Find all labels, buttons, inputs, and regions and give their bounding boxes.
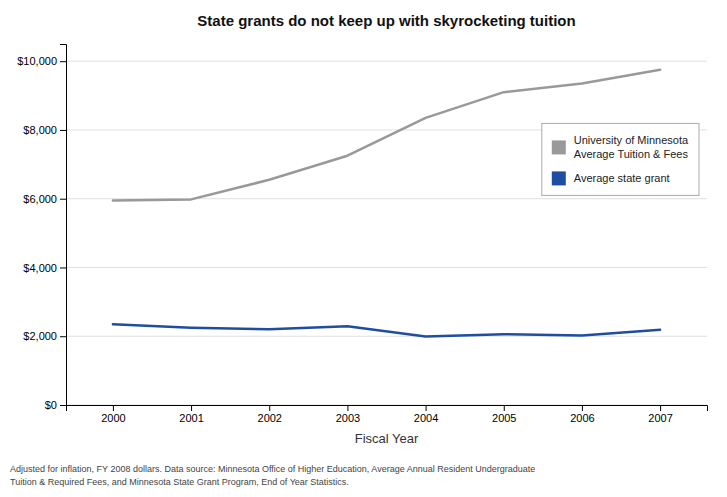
tick-mark xyxy=(269,405,270,411)
legend-label: Average state grant xyxy=(574,172,670,184)
chart: 2000 2001 2002 2003 2004 2005 2006 2007 $0 $2,000… xyxy=(0,0,727,497)
tick-mark xyxy=(60,130,66,131)
tick: 2006 xyxy=(570,405,594,424)
legend-swatch xyxy=(552,171,566,185)
lines xyxy=(113,70,660,337)
grid-line xyxy=(66,336,707,337)
tick-mark xyxy=(60,199,66,200)
legend-box xyxy=(542,123,699,195)
tick: 2007 xyxy=(648,405,672,424)
tick-label: 2004 xyxy=(414,412,438,424)
tick-mark xyxy=(582,405,583,411)
footnote: Tuition & Required Fees, and Minnesota S… xyxy=(10,477,349,487)
tick-label: $8,000 xyxy=(23,124,57,136)
tick-mark xyxy=(60,336,66,337)
tick-label: 2005 xyxy=(492,412,516,424)
tick-label: 2000 xyxy=(101,412,125,424)
tick-label: 2006 xyxy=(570,412,594,424)
grid-line xyxy=(66,267,707,268)
tick-label: 2007 xyxy=(648,412,672,424)
series-line xyxy=(113,324,660,336)
tick: $6,000 xyxy=(23,193,66,205)
legend: University of MinnesotaAverage Tuition &… xyxy=(542,123,699,195)
tick: $0 xyxy=(45,399,66,411)
tick-mark xyxy=(60,61,66,62)
tick-label: 2001 xyxy=(179,412,203,424)
x-axis-title: Fiscal Year xyxy=(355,431,419,446)
tick: 2000 xyxy=(101,405,125,424)
legend-swatch xyxy=(552,140,566,154)
tick-mark xyxy=(426,405,427,411)
x-axis: 2000 2001 2002 2003 2004 2005 2006 2007 xyxy=(67,405,708,424)
tick: $10,000 xyxy=(17,55,66,67)
tick-label: 2003 xyxy=(336,412,360,424)
tick-mark xyxy=(347,405,348,411)
grid-line xyxy=(66,61,707,62)
tick-label: $0 xyxy=(45,399,57,411)
tick: 2005 xyxy=(492,405,516,424)
tick-mark xyxy=(191,405,192,411)
tick-mark xyxy=(504,405,505,411)
tick: $4,000 xyxy=(23,261,66,273)
tick-label: 2002 xyxy=(258,412,282,424)
footnote: Adjusted for inflation, FY 2008 dollars.… xyxy=(10,464,535,474)
tick-label: $10,000 xyxy=(17,55,57,67)
tick-label: $4,000 xyxy=(23,261,57,273)
axis-line xyxy=(67,406,708,412)
tick-mark xyxy=(60,405,66,406)
tick-mark xyxy=(113,405,114,411)
legend-label: University of MinnesotaAverage Tuition &… xyxy=(574,134,689,160)
tick: 2001 xyxy=(179,405,203,424)
tick-mark xyxy=(660,405,661,411)
tick-label: $6,000 xyxy=(23,193,57,205)
plot-area: 2000 2001 2002 2003 2004 2005 2006 2007 $0 $2,000… xyxy=(17,45,707,424)
tick: 2003 xyxy=(336,405,360,424)
tick: 2004 xyxy=(414,405,438,424)
tick-label: $2,000 xyxy=(23,330,57,342)
axis-line xyxy=(60,45,67,406)
grid xyxy=(66,61,707,405)
y-axis: $0 $2,000 $4,000 $6,000 $8,000 $10,000 xyxy=(17,45,66,412)
tick-mark xyxy=(60,267,66,268)
title: State grants do not keep up with skyrock… xyxy=(197,12,575,29)
tick: $8,000 xyxy=(23,124,66,136)
tick: $2,000 xyxy=(23,330,66,342)
tick: 2002 xyxy=(258,405,282,424)
